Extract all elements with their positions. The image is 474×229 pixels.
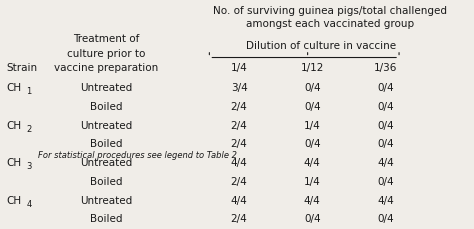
- Text: 1/36: 1/36: [374, 63, 397, 73]
- Text: 0/4: 0/4: [304, 101, 320, 111]
- Text: CH: CH: [6, 195, 21, 205]
- Text: 1/4: 1/4: [304, 120, 320, 130]
- Text: Boiled: Boiled: [90, 213, 123, 224]
- Text: Boiled: Boiled: [90, 139, 123, 149]
- Text: culture prior to: culture prior to: [67, 49, 146, 58]
- Text: Boiled: Boiled: [90, 176, 123, 186]
- Text: 4/4: 4/4: [377, 195, 394, 205]
- Text: 0/4: 0/4: [377, 120, 393, 130]
- Text: CH: CH: [6, 120, 21, 130]
- Text: For statistical procedures see legend to Table 2: For statistical procedures see legend to…: [38, 150, 237, 159]
- Text: 4/4: 4/4: [304, 195, 320, 205]
- Text: 0/4: 0/4: [377, 213, 393, 224]
- Text: 0/4: 0/4: [304, 139, 320, 149]
- Text: 4/4: 4/4: [304, 157, 320, 167]
- Text: Untreated: Untreated: [81, 195, 133, 205]
- Text: 3: 3: [27, 161, 32, 170]
- Text: 1/12: 1/12: [301, 63, 324, 73]
- Text: 2/4: 2/4: [231, 120, 247, 130]
- Text: 0/4: 0/4: [377, 101, 393, 111]
- Text: CH: CH: [6, 83, 21, 93]
- Text: 2: 2: [27, 124, 32, 133]
- Text: Dilution of culture in vaccine: Dilution of culture in vaccine: [246, 40, 396, 50]
- Text: Strain: Strain: [6, 63, 37, 73]
- Text: 2/4: 2/4: [231, 139, 247, 149]
- Text: vaccine preparation: vaccine preparation: [55, 63, 159, 73]
- Text: 0/4: 0/4: [377, 83, 393, 93]
- Text: Untreated: Untreated: [81, 120, 133, 130]
- Text: CH: CH: [6, 157, 21, 167]
- Text: Untreated: Untreated: [81, 83, 133, 93]
- Text: 0/4: 0/4: [377, 176, 393, 186]
- Text: Treatment of: Treatment of: [73, 34, 140, 44]
- Text: 1/4: 1/4: [231, 63, 247, 73]
- Text: Boiled: Boiled: [90, 101, 123, 111]
- Text: amongst each vaccinated group: amongst each vaccinated group: [246, 19, 415, 29]
- Text: 0/4: 0/4: [304, 213, 320, 224]
- Text: 4: 4: [27, 199, 32, 208]
- Text: 0/4: 0/4: [304, 83, 320, 93]
- Text: 4/4: 4/4: [377, 157, 394, 167]
- Text: 4/4: 4/4: [231, 195, 247, 205]
- Text: 2/4: 2/4: [231, 176, 247, 186]
- Text: 1: 1: [27, 87, 32, 96]
- Text: 2/4: 2/4: [231, 213, 247, 224]
- Text: 0/4: 0/4: [377, 139, 393, 149]
- Text: Untreated: Untreated: [81, 157, 133, 167]
- Text: No. of surviving guinea pigs/total challenged: No. of surviving guinea pigs/total chall…: [213, 6, 447, 16]
- Text: 3/4: 3/4: [231, 83, 247, 93]
- Text: 4/4: 4/4: [231, 157, 247, 167]
- Text: 1/4: 1/4: [304, 176, 320, 186]
- Text: 2/4: 2/4: [231, 101, 247, 111]
